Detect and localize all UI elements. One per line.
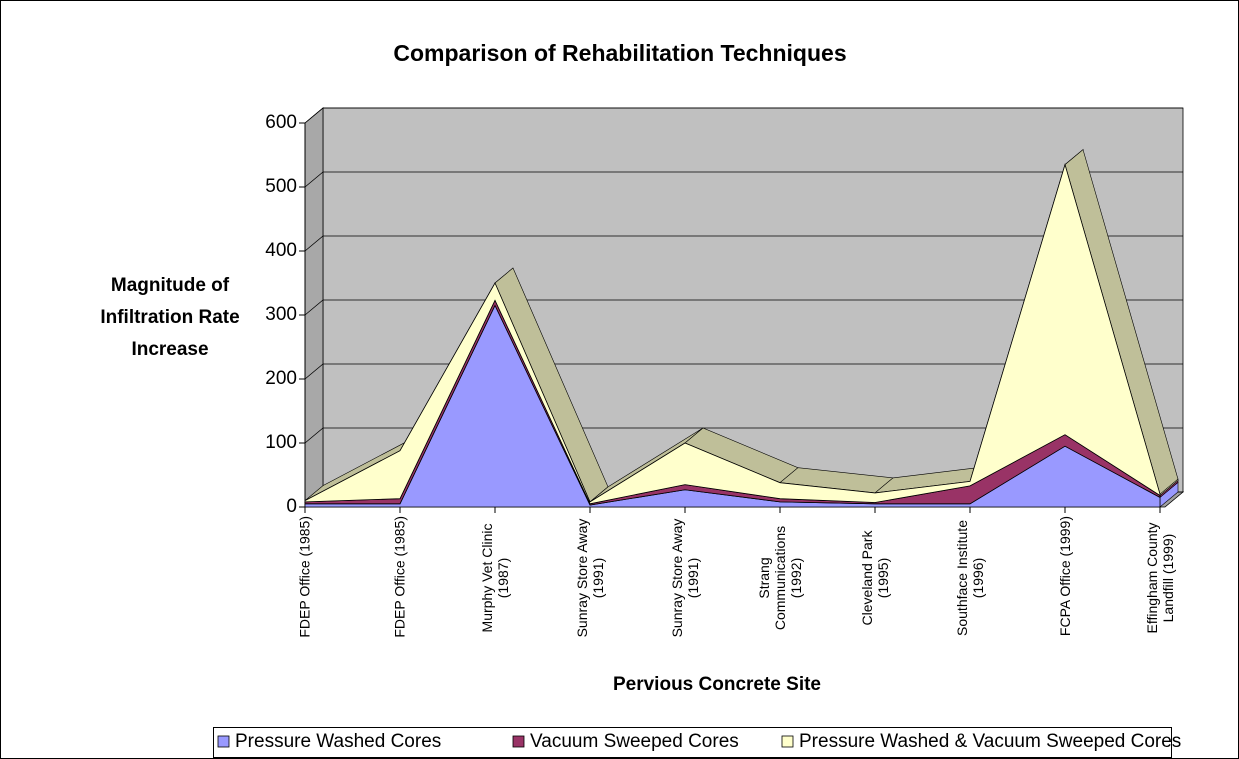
y-tick-label: 300 xyxy=(265,304,297,325)
area-depth-shade xyxy=(495,268,608,502)
grid-line xyxy=(304,171,1183,188)
x-tick-label: Sunray Store Away (1991) xyxy=(669,518,701,638)
y-tick-label: 400 xyxy=(265,240,297,261)
area-depth-shade xyxy=(590,428,703,502)
grid-line xyxy=(304,427,1183,444)
area-depth-shade xyxy=(875,466,988,493)
y-tick-label: 500 xyxy=(265,176,297,197)
area-depth-shade xyxy=(1065,149,1178,495)
legend-swatch xyxy=(781,735,794,748)
grid-line xyxy=(304,235,1183,252)
x-axis-title: Pervious Concrete Site xyxy=(613,674,821,695)
x-tick-label: Cleveland Park (1995) xyxy=(859,530,891,626)
x-tick-label: Effingham County Landfill (1999) xyxy=(1144,522,1176,634)
legend-label: Pressure Washed Cores xyxy=(235,731,441,752)
grid-line xyxy=(304,107,1183,124)
y-tick-label: 200 xyxy=(265,368,297,389)
chart-title: Comparison of Rehabilitation Techniques xyxy=(393,40,846,66)
area-depth-shade xyxy=(305,435,418,501)
x-tick-label: Sunray Store Away (1991) xyxy=(574,518,606,638)
y-axis-title: Magnitude of Infiltration Rate Increase xyxy=(100,275,240,360)
y-tick-label: 0 xyxy=(286,496,297,517)
area-depth-shade xyxy=(780,467,893,493)
y-tick-label: 600 xyxy=(265,112,297,133)
area xyxy=(304,163,1161,505)
legend-swatch xyxy=(217,735,230,748)
x-tick-label: FDEP Office (1985) xyxy=(392,516,408,638)
x-tick-label: Southface Institute (1996) xyxy=(954,520,986,636)
x-tick-label: Strang Communications (1992) xyxy=(756,525,804,631)
legend-swatch xyxy=(512,735,525,748)
x-tick-label: Murphy Vet Clinic (1987) xyxy=(479,523,511,633)
grid-line xyxy=(304,299,1183,316)
x-tick-label: FDEP Office (1985) xyxy=(297,516,313,638)
legend-box xyxy=(213,727,1172,758)
y-tick-label: 100 xyxy=(265,432,297,453)
legend-label: Vacuum Sweeped Cores xyxy=(530,731,739,752)
grid-line xyxy=(304,363,1183,380)
x-tick-label: FCPA Office (1999) xyxy=(1057,516,1073,637)
legend-label: Pressure Washed & Vacuum Sweeped Cores xyxy=(799,731,1181,752)
area-depth-shade xyxy=(685,428,798,483)
